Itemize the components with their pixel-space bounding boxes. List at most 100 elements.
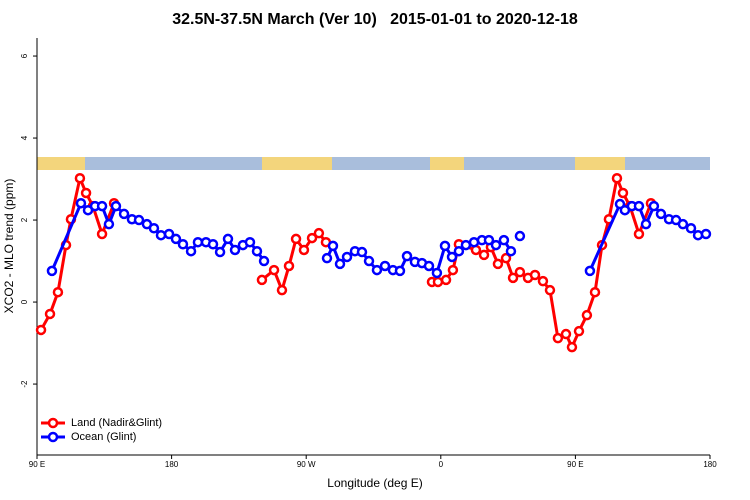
x-tick-label: 90 E — [29, 460, 45, 469]
point — [321, 252, 333, 264]
series-line — [39, 173, 653, 351]
point — [80, 187, 92, 199]
point — [589, 286, 601, 298]
point — [96, 228, 108, 240]
point — [560, 328, 572, 340]
point — [306, 232, 318, 244]
point — [185, 245, 197, 257]
point — [276, 284, 288, 296]
point — [617, 187, 629, 199]
point — [163, 228, 175, 240]
point — [327, 240, 339, 252]
point — [648, 200, 660, 212]
point — [110, 200, 122, 212]
point — [440, 274, 452, 286]
series-line — [50, 200, 707, 276]
x-tick-label: 180 — [703, 460, 717, 469]
point — [133, 214, 145, 226]
legend-label: Land (Nadir&Glint) — [71, 417, 162, 429]
point — [118, 208, 130, 220]
point — [96, 200, 108, 212]
point — [611, 172, 623, 184]
point — [148, 223, 160, 234]
point — [298, 244, 310, 256]
x-tick-label: 0 — [439, 460, 444, 469]
point — [103, 218, 115, 230]
y-tick-label: 4 — [20, 135, 29, 140]
point — [566, 341, 578, 353]
point — [581, 309, 593, 321]
y-axis-label: XCO2 - MLO trend (ppm) — [2, 179, 16, 314]
y-tick-label: 0 — [20, 299, 29, 304]
point — [214, 246, 226, 258]
point — [46, 265, 58, 277]
point — [334, 258, 346, 270]
point — [363, 255, 375, 267]
point — [573, 325, 585, 337]
point — [74, 172, 86, 184]
point — [460, 239, 472, 251]
point — [492, 258, 504, 270]
point — [633, 228, 645, 240]
point — [423, 260, 435, 272]
legend-label: Ocean (Glint) — [71, 431, 136, 443]
point — [177, 238, 189, 250]
point — [283, 260, 295, 272]
legend-marker — [47, 417, 59, 429]
point — [447, 264, 459, 276]
point — [514, 230, 526, 242]
point — [258, 255, 270, 267]
point — [453, 245, 465, 257]
x-axis-label: Longitude (deg E) — [327, 476, 422, 490]
chart-title: 32.5N-37.5N March (Ver 10) 2015-01-01 to… — [172, 11, 578, 28]
point — [483, 234, 495, 246]
point — [700, 228, 712, 240]
point — [155, 229, 167, 241]
point — [192, 236, 204, 248]
point — [507, 272, 519, 284]
x-tick-label: 90 W — [297, 460, 316, 469]
point — [478, 249, 490, 261]
point — [490, 239, 502, 251]
point — [544, 284, 556, 296]
point — [371, 264, 383, 276]
point — [222, 233, 234, 245]
point — [552, 332, 564, 344]
point — [505, 245, 517, 257]
point — [256, 274, 268, 286]
point — [655, 208, 667, 220]
x-tick-label: 180 — [165, 460, 179, 469]
point — [529, 269, 541, 281]
point — [685, 223, 697, 234]
point — [537, 275, 549, 287]
point — [432, 276, 444, 288]
x-tick-label: 90 E — [567, 460, 583, 469]
point — [677, 218, 689, 230]
point — [313, 227, 325, 239]
point — [52, 286, 64, 298]
point — [401, 250, 413, 262]
point — [500, 252, 512, 264]
point — [356, 246, 368, 258]
y-tick-label: -2 — [20, 380, 29, 388]
point — [290, 233, 302, 245]
y-tick-label: 6 — [20, 53, 29, 58]
point — [439, 240, 451, 252]
legend-marker — [47, 431, 59, 443]
point — [170, 233, 182, 245]
point — [75, 197, 87, 209]
point — [251, 245, 263, 257]
y-tick-label: 2 — [20, 217, 29, 222]
point — [244, 236, 256, 248]
point — [633, 200, 645, 212]
point — [394, 265, 406, 277]
point — [431, 267, 443, 279]
point — [35, 324, 47, 336]
point — [584, 265, 596, 277]
point — [640, 218, 652, 230]
point — [498, 234, 510, 246]
point — [341, 251, 353, 263]
point — [44, 308, 56, 320]
point — [229, 244, 241, 256]
